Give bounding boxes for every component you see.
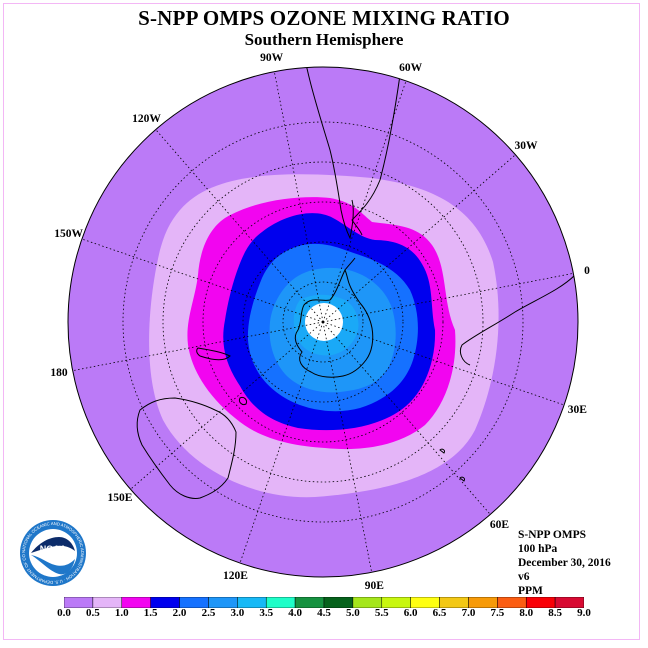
coastline-new-zealand <box>196 347 231 361</box>
page-title: S-NPP OMPS OZONE MIXING RATIO <box>138 6 510 30</box>
info-block: S-NPP OMPS 100 hPa December 30, 2016 v6 … <box>518 528 611 598</box>
colorbar-tick-label: 5.5 <box>374 607 389 619</box>
colorbar-tick-label: 6.0 <box>403 607 418 619</box>
coastline-africa <box>459 274 576 366</box>
meridian-line <box>239 321 324 564</box>
colorbar-tick-label: 3.0 <box>230 607 245 619</box>
longitude-label: 60E <box>489 519 510 532</box>
longitude-label: 150W <box>54 228 84 241</box>
parallel-circle <box>242 241 404 403</box>
info-version: v6 <box>518 571 530 583</box>
meridian-line <box>130 321 324 490</box>
parallel-circle <box>122 121 524 523</box>
coastline-tasmania <box>239 397 247 405</box>
colorbar-tick-label: 6.5 <box>432 607 447 619</box>
colorbar-tick-label: 5.0 <box>346 607 360 619</box>
colorbar-tick-label: 4.0 <box>288 607 302 619</box>
meridian-line <box>322 80 407 323</box>
coastline-south-america-west <box>299 67 354 240</box>
page-subtitle: Southern Hemisphere <box>244 30 404 49</box>
colorbar-tick-label: 1.0 <box>114 607 129 619</box>
parallel-circle <box>282 281 364 363</box>
colorbar-tick-label: 8.5 <box>548 607 562 619</box>
longitude-label: 0 <box>584 264 590 277</box>
colorbar-tick-label: 4.5 <box>317 607 331 619</box>
meridian-line <box>322 321 565 406</box>
image-frame <box>3 3 640 640</box>
colorbar-tick-label: 7.5 <box>490 607 505 619</box>
parallel-circle <box>202 201 444 443</box>
meridian-line <box>155 129 324 323</box>
map-boundary <box>67 66 579 578</box>
longitude-label: 30W <box>514 139 538 152</box>
colorbar-tick-label: 1.5 <box>143 607 158 619</box>
meridian-line <box>81 238 324 323</box>
meridian-line <box>322 154 516 323</box>
info-units: PPM <box>518 585 543 597</box>
coastline-indian-ocean-islands <box>439 448 465 482</box>
colorbar-tick-label: 7.0 <box>461 607 476 619</box>
colorbar-tick-label: 8.0 <box>519 607 534 619</box>
info-pressure: 100 hPa <box>518 543 558 555</box>
colorbar-tick-label: 0.0 <box>57 607 71 619</box>
info-instrument: S-NPP OMPS <box>518 529 587 541</box>
coastline-antarctica <box>294 268 374 378</box>
parallel-circle <box>162 161 484 483</box>
longitude-label: 90W <box>260 51 284 64</box>
colorbar-tick-label: 0.5 <box>86 607 100 619</box>
noaa-logo: NATIONAL OCEANIC AND ATMOSPHERIC ADMINIS… <box>19 519 86 586</box>
meridian-line <box>322 321 491 515</box>
longitude-label: 150E <box>107 492 133 505</box>
coastlines <box>136 67 576 499</box>
colorbar-swatch <box>554 597 584 608</box>
longitude-label: 30E <box>567 403 587 416</box>
colorbar-tick-label: 3.5 <box>259 607 274 619</box>
noaa-logo-text: NOAA <box>40 544 67 554</box>
colorbar-tick-label: 9.0 <box>577 607 591 619</box>
meridian-line <box>72 321 324 372</box>
longitude-label: 120E <box>222 570 248 583</box>
coastline-australia <box>136 397 237 499</box>
info-date: December 30, 2016 <box>518 557 611 569</box>
colorbar-tick-label: 2.0 <box>172 607 187 619</box>
meridian-line <box>322 272 574 323</box>
colorbar-tick-label: 2.5 <box>201 607 216 619</box>
longitude-label: 180 <box>50 367 68 380</box>
coastline-south-america-east <box>351 74 401 236</box>
meridian-line <box>322 321 373 573</box>
colorbar <box>64 597 584 608</box>
longitude-label: 60W <box>399 61 423 74</box>
meridian-line <box>273 71 324 323</box>
longitude-label: 120W <box>132 112 161 125</box>
coastline-antarctic-peninsula <box>344 257 356 271</box>
longitude-label: 90E <box>364 580 384 593</box>
graticule <box>72 71 574 573</box>
